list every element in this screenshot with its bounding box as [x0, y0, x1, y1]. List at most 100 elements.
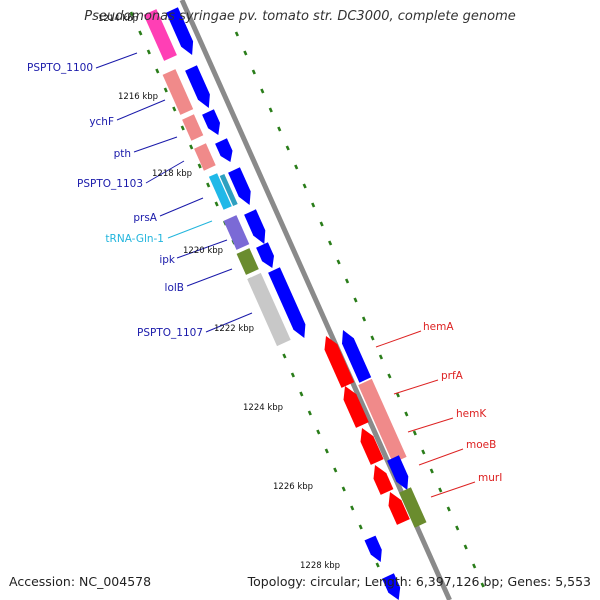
leader-line-left	[167, 220, 213, 239]
feature-pth	[194, 143, 216, 171]
gc-skew-tick-outer	[421, 449, 426, 455]
gc-skew-tick-outer	[336, 259, 341, 265]
scale-label: 1222 kbp	[214, 324, 255, 334]
feature-cds-8	[268, 267, 306, 338]
gene-label-left: ipk	[159, 254, 175, 266]
feature-cds-4	[215, 138, 233, 162]
accession-text: Accession: NC_004578	[9, 574, 152, 589]
gc-skew-tick-inner	[172, 106, 177, 112]
feature-cds-12	[382, 573, 401, 600]
gc-skew-tick-inner	[316, 429, 321, 435]
gc-skew-tick-outer	[438, 487, 443, 493]
leader-line-right	[430, 481, 476, 498]
gc-skew-tick-outer	[302, 183, 307, 189]
gc-skew-tick-outer	[472, 563, 477, 569]
gc-skew-tick-inner	[180, 125, 185, 131]
leader-line-left	[95, 52, 138, 69]
gc-skew-tick-outer	[429, 468, 434, 474]
scale-label: 1214 kbp	[98, 14, 139, 24]
gc-skew-tick-outer	[353, 297, 358, 303]
feature-hemk	[360, 428, 384, 465]
gc-skew-tick-inner	[146, 49, 151, 55]
gene-label-left: tRNA-Gln-1	[105, 233, 164, 245]
gc-skew-tick-outer	[480, 582, 485, 588]
leader-line-left	[176, 239, 228, 259]
gc-skew-tick-inner	[282, 353, 287, 359]
feature-ipk	[236, 248, 259, 275]
feature-cds-2	[185, 65, 210, 108]
gene-label-right: murI	[478, 472, 503, 484]
feature-prfa	[343, 386, 369, 428]
gc-skew-tick-outer	[344, 278, 350, 284]
leader-line-right	[407, 417, 454, 433]
gc-skew-tick-outer	[455, 525, 460, 531]
gc-skew-tick-outer	[446, 506, 451, 512]
feature-trna	[219, 174, 238, 206]
gc-skew-tick-outer	[378, 354, 384, 360]
feature-cds-10	[387, 455, 409, 490]
scale-label: 1218 kbp	[152, 169, 193, 179]
gc-skew-tick-outer	[260, 88, 265, 94]
gc-skew-tick-inner	[155, 68, 160, 74]
leader-line-right	[393, 379, 439, 395]
gc-skew-tick-inner	[189, 144, 194, 150]
leader-line-right	[375, 330, 422, 348]
gc-skew-tick-outer	[404, 411, 409, 417]
topology-text: Topology: circular; Length: 6,397,126 bp…	[247, 574, 591, 589]
gc-skew-tick-outer	[319, 221, 324, 227]
gene-label-left: prsA	[133, 212, 157, 224]
gc-skew-tick-outer	[311, 202, 316, 208]
scale-label: 1224 kbp	[243, 403, 284, 413]
gc-skew-tick-outer	[234, 31, 239, 37]
leader-line-left	[159, 197, 204, 217]
gene-label-left: pth	[113, 148, 131, 160]
feature-moeb	[373, 465, 394, 495]
gene-label-left: lolB	[164, 282, 184, 294]
gc-skew-tick-inner	[214, 201, 219, 207]
gc-skew-tick-inner	[350, 505, 355, 511]
gene-label-left: PSPTO_1103	[77, 178, 143, 190]
gc-skew-tick-outer	[328, 240, 333, 246]
leader-line-left	[116, 99, 166, 121]
leader-line-left	[186, 268, 233, 287]
feature-cds-5	[228, 167, 251, 205]
gc-skew-tick-outer	[412, 430, 417, 436]
feature-cds-3	[202, 109, 220, 135]
gc-skew-tick-outer	[387, 373, 392, 379]
label-leader-lines	[95, 52, 476, 498]
feature-cds-9	[342, 330, 372, 383]
leader-line-left	[133, 136, 178, 153]
gc-skew-tick-inner	[324, 448, 329, 454]
gene-label-right: hemK	[456, 408, 487, 420]
gene-label-right: prfA	[441, 370, 463, 382]
gc-skew-tick-inner	[341, 486, 346, 492]
gc-skew-tick-outer	[277, 126, 282, 132]
scale-label: 1226 kbp	[273, 482, 314, 492]
gene-label-left: PSPTO_1100	[27, 62, 93, 74]
gc-skew-tick-inner	[197, 163, 202, 169]
leader-line-left	[145, 160, 185, 184]
gene-label-left: PSPTO_1107	[137, 327, 203, 339]
feature-salmon-r	[358, 378, 407, 464]
map-title: Pseudomonas syringae pv. tomato str. DC3…	[84, 9, 516, 24]
gc-skew-tick-inner	[290, 372, 295, 378]
scale-label: 1216 kbp	[118, 92, 159, 102]
feature-cds-11	[364, 535, 382, 562]
feature-muri	[388, 492, 410, 525]
gc-skew-tick-outer	[463, 544, 468, 550]
feature-salmon-2	[182, 114, 204, 141]
gc-skew-tick-inner	[163, 87, 168, 93]
gc-skew-tick-outer	[285, 145, 290, 151]
gc-skew-tick-inner	[138, 30, 143, 36]
feature-cds-7	[256, 242, 274, 268]
gc-skew-tick-inner	[333, 467, 338, 473]
gc-skew-tick-inner	[206, 182, 211, 188]
gene-label-right: moeB	[466, 439, 497, 451]
scale-label: 1228 kbp	[300, 561, 341, 571]
feature-tracks	[143, 7, 427, 600]
gc-skew-tick-inner	[307, 410, 312, 416]
feature-pspto-1100	[143, 9, 177, 61]
leader-line-left	[205, 312, 253, 333]
feature-pspto-1103	[208, 173, 232, 210]
